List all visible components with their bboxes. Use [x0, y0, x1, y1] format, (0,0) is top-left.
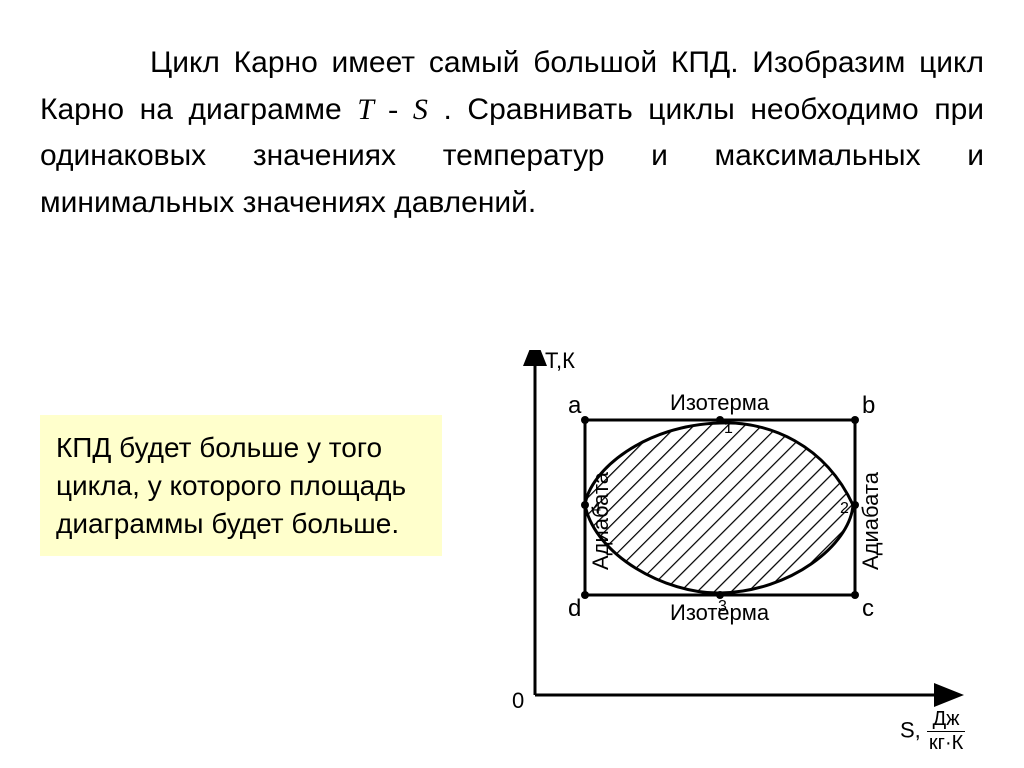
right-adiabat-label: Адиабата: [858, 450, 884, 570]
corner-c: c: [862, 595, 874, 623]
origin-label: 0: [512, 688, 524, 714]
x-axis-label: S, Дж кг·К: [900, 708, 965, 755]
point-4: 4: [592, 500, 601, 518]
highlight-text: КПД будет больше у того цикла, у которог…: [56, 432, 406, 539]
corner-b: b: [862, 392, 875, 420]
point-3: 3: [718, 598, 727, 616]
formula-ts: T - S: [357, 93, 428, 126]
unit-top: Дж: [927, 708, 965, 732]
point-2: 2: [840, 500, 849, 518]
x-axis-s: S,: [900, 717, 921, 742]
top-isotherm-label: Изотерма: [670, 390, 769, 416]
main-paragraph: Цикл Карно имеет самый большой КПД. Изоб…: [40, 40, 984, 226]
x-axis-unit: Дж кг·К: [927, 708, 965, 755]
y-axis-label: Т,К: [545, 348, 575, 374]
ts-diagram: Т,К 0 S, Дж кг·К Изотерма Изотерма Адиаб…: [480, 350, 980, 740]
highlight-summary: КПД будет больше у того цикла, у которог…: [40, 415, 442, 556]
point-1: 1: [724, 420, 733, 438]
corner-d: d: [568, 595, 581, 623]
corner-a: a: [568, 392, 581, 420]
unit-bot: кг·К: [927, 732, 965, 755]
